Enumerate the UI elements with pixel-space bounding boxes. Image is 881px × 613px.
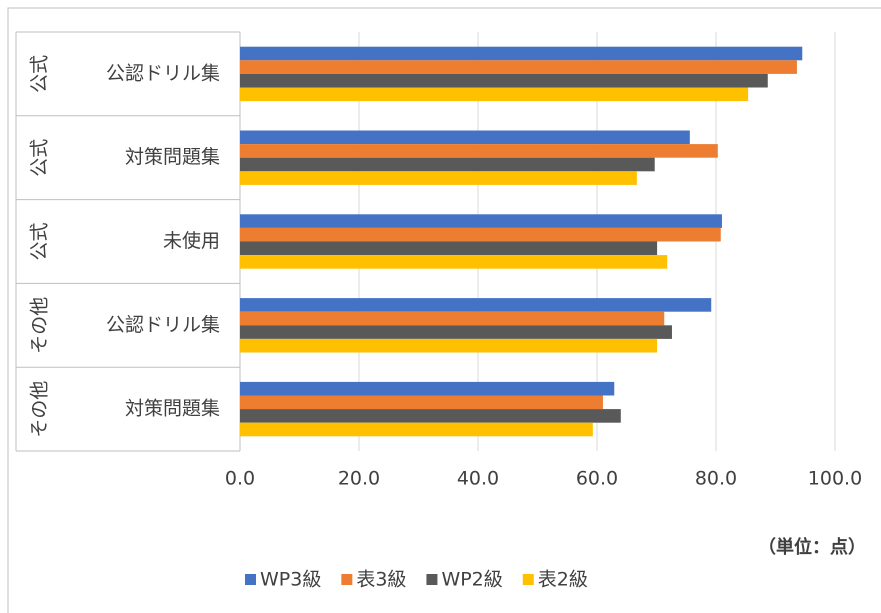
legend-swatch bbox=[245, 574, 256, 585]
group-label: その他 bbox=[29, 297, 51, 354]
legend-label: 表2級 bbox=[538, 569, 588, 591]
bar bbox=[240, 144, 718, 158]
bar bbox=[240, 227, 721, 242]
x-tick-label: 60.0 bbox=[576, 468, 618, 490]
x-tick-label: 0.0 bbox=[225, 468, 255, 490]
bar bbox=[240, 255, 668, 269]
legend-swatch bbox=[341, 574, 353, 585]
bar bbox=[240, 395, 603, 410]
category-label: 未使用 bbox=[163, 230, 220, 252]
bar bbox=[240, 157, 655, 172]
category-label: 対策問題集 bbox=[125, 398, 220, 420]
bar bbox=[240, 422, 593, 437]
category-label: 公認ドリル集 bbox=[106, 314, 220, 336]
x-tick-label: 40.0 bbox=[457, 468, 499, 490]
group-label: その他 bbox=[29, 381, 51, 438]
bar bbox=[240, 87, 749, 102]
bar bbox=[240, 338, 658, 353]
legend-swatch bbox=[522, 574, 534, 585]
x-tick-label: 20.0 bbox=[338, 468, 380, 490]
legend-label: WP2級 bbox=[441, 569, 502, 591]
bar bbox=[240, 241, 658, 256]
legend-swatch bbox=[426, 574, 438, 585]
bar bbox=[240, 130, 690, 145]
bar bbox=[240, 325, 672, 339]
group-label: 公式 bbox=[29, 139, 51, 177]
bar bbox=[240, 46, 803, 61]
legend-label: WP3級 bbox=[260, 569, 321, 591]
category-label: 公認ドリル集 bbox=[106, 62, 220, 84]
bar bbox=[240, 409, 621, 423]
group-label: 公式 bbox=[29, 222, 51, 260]
x-tick-label: 100.0 bbox=[808, 468, 862, 490]
bar bbox=[240, 214, 722, 228]
bar bbox=[240, 311, 665, 326]
category-label: 対策問題集 bbox=[125, 146, 220, 168]
bar bbox=[240, 298, 712, 312]
bar bbox=[240, 73, 768, 88]
bar bbox=[240, 171, 637, 185]
unit-annotation: （単位：点） bbox=[758, 536, 866, 558]
bar bbox=[240, 381, 615, 396]
legend-label: 表3級 bbox=[356, 569, 406, 591]
group-label: 公式 bbox=[29, 55, 51, 93]
bar bbox=[240, 60, 797, 74]
x-tick-label: 80.0 bbox=[695, 468, 737, 490]
